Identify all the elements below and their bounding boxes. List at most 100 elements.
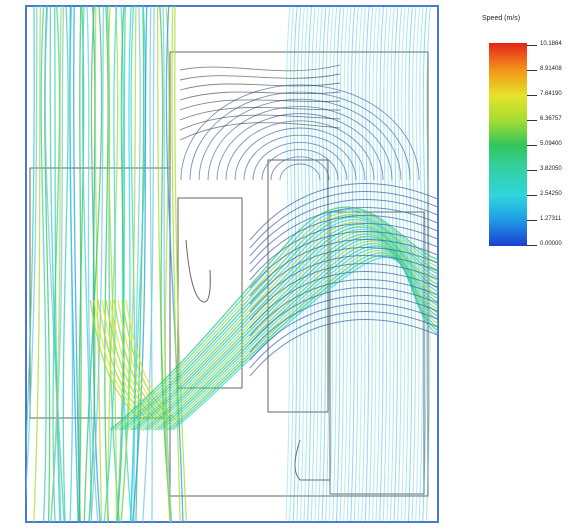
streamline — [371, 6, 377, 522]
legend-tick-label: 10.1864 — [540, 41, 562, 47]
streamline — [249, 287, 438, 345]
streamline — [151, 240, 438, 431]
streamline — [249, 279, 438, 337]
streamline — [407, 6, 413, 522]
streamline — [317, 6, 323, 522]
streamline — [261, 149, 339, 181]
streamline — [292, 6, 298, 522]
legend-tick-label: 5.09400 — [540, 141, 562, 147]
streamline — [422, 6, 428, 522]
streamline — [90, 6, 104, 522]
legend-tick — [527, 245, 537, 246]
streamline — [50, 6, 62, 522]
streamline — [127, 221, 438, 431]
streamline — [249, 191, 438, 249]
streamline — [321, 6, 327, 522]
jet-streamlines — [109, 206, 438, 431]
streamline — [299, 6, 305, 522]
streamline — [142, 6, 155, 522]
streamline — [285, 6, 291, 522]
streamline — [249, 231, 438, 289]
streamline — [249, 303, 438, 361]
streamline — [234, 127, 366, 181]
legend-tick-label: 1.27311 — [540, 216, 562, 222]
streamline — [50, 6, 65, 522]
legend-tick — [527, 145, 537, 146]
legend-tick — [527, 95, 537, 96]
streamline — [411, 6, 417, 522]
streamline — [40, 6, 47, 522]
legend-tick — [527, 45, 537, 46]
streamline — [270, 156, 330, 181]
streamline — [249, 199, 438, 257]
streamline — [310, 6, 316, 522]
swirl-streamlines — [179, 64, 420, 181]
streamline — [314, 6, 320, 522]
streamline — [115, 211, 438, 431]
streamline — [157, 245, 438, 431]
streamline — [400, 6, 406, 522]
streamline — [179, 82, 341, 91]
streamline — [325, 6, 331, 522]
legend-tick-label: 6.36757 — [540, 116, 562, 122]
legend-tick — [527, 220, 537, 221]
legend-tick-label: 7.64190 — [540, 91, 562, 97]
streamline — [162, 6, 173, 522]
legend-tick-label: 8.91408 — [540, 66, 562, 72]
streamline — [249, 223, 438, 281]
legend-tick — [527, 70, 537, 71]
streamline — [249, 215, 438, 273]
streamline — [62, 6, 69, 522]
streamline — [118, 214, 438, 431]
streamline — [296, 6, 302, 522]
streamline — [339, 6, 345, 522]
streamline — [103, 6, 118, 522]
streamline — [116, 6, 125, 522]
legend-tick — [527, 195, 537, 196]
streamline — [172, 256, 438, 431]
legend-tick — [527, 170, 537, 171]
streamline — [133, 6, 141, 522]
streamline — [33, 6, 42, 522]
streamline — [149, 6, 153, 522]
streamline — [179, 64, 341, 72]
streamline — [69, 6, 74, 522]
streamline — [249, 255, 438, 313]
streamline — [393, 6, 399, 522]
streamline — [357, 6, 363, 522]
streamline — [375, 6, 381, 522]
streamline — [307, 6, 313, 522]
streamline — [165, 6, 184, 522]
streamline — [332, 6, 338, 522]
streamline — [389, 6, 395, 522]
streamline — [136, 228, 438, 431]
streamline — [124, 219, 438, 431]
streamline — [159, 6, 173, 522]
streamline — [335, 6, 341, 522]
streamline — [26, 6, 38, 502]
streamline — [174, 6, 188, 522]
streamline — [415, 6, 421, 522]
streamline — [249, 319, 438, 377]
streamline — [404, 6, 410, 522]
streamline — [117, 299, 169, 421]
streamline — [249, 295, 438, 353]
streamline — [249, 183, 438, 241]
streamline — [112, 209, 438, 431]
streamline — [83, 6, 103, 522]
streamline — [249, 263, 438, 321]
streamline — [368, 6, 374, 522]
streamline — [105, 299, 157, 421]
streamline — [225, 120, 375, 181]
streamline — [303, 6, 309, 522]
streamline — [279, 163, 321, 181]
streamline — [180, 84, 420, 181]
streamline — [361, 6, 367, 522]
streamline — [207, 106, 393, 181]
streamline — [109, 206, 438, 431]
streamline — [88, 6, 96, 522]
streamline — [243, 134, 357, 181]
color-bar — [489, 43, 527, 246]
streamline — [164, 6, 171, 522]
